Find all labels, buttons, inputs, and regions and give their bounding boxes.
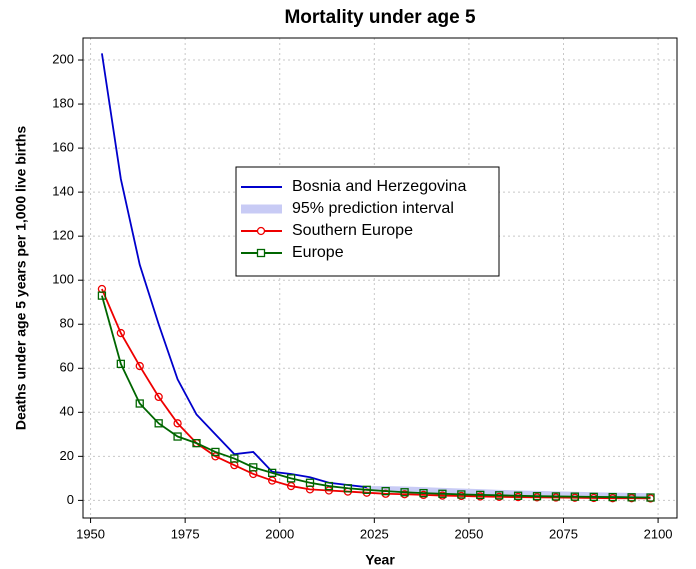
data-point [362,485,371,494]
data-point [192,438,201,448]
x-tick-label: 2000 [265,526,294,541]
data-point [230,454,239,463]
data-point [419,488,428,498]
x-tick-label: 1975 [171,526,200,541]
data-point [532,492,542,501]
y-tick-label: 100 [52,272,74,287]
legend-marker [256,226,266,236]
y-tick-label: 140 [52,184,74,199]
plot-frame [82,37,678,519]
y-axis-label: Deaths under age 5 years per 1,000 live … [13,126,29,430]
chart-title: Mortality under age 5 [284,7,476,28]
x-axis-label: Year [365,552,395,568]
y-tick-label: 120 [52,228,74,243]
data-point [608,492,617,502]
data-point [116,359,125,369]
legend-label: Bosnia and Herzegovina [292,178,466,195]
data-point [211,447,220,457]
y-tick-label: 160 [52,140,74,155]
data-point [646,493,655,502]
x-tick-label: 2025 [360,526,389,541]
data-point [324,481,334,491]
y-tick-label: 60 [60,360,74,375]
grid [83,38,677,518]
plot-area [97,53,655,503]
legend-label: Southern Europe [292,222,413,239]
data-point [381,486,390,496]
prediction-band [366,486,651,499]
y-tick-label: 80 [60,316,74,331]
data-point [116,328,125,338]
legend-marker [256,248,266,258]
x-tick-label: 1950 [76,526,105,541]
series-line [101,295,651,499]
data-point [400,488,409,497]
x-tick-label: 2100 [644,526,673,541]
data-point [154,392,163,402]
data-point [154,419,163,428]
data-point [476,490,485,500]
x-tick-label: 2050 [454,526,483,541]
legend-label: Europe [292,244,344,261]
legend-box [235,166,500,277]
data-point [173,432,182,441]
data-point [286,481,296,491]
data-point [268,468,277,478]
data-point [513,491,523,500]
data-point [305,478,315,487]
data-point [135,361,144,371]
y-tick-label: 40 [60,404,74,419]
data-point [589,492,598,502]
data-point [343,484,352,493]
data-point [268,476,277,485]
y-tick-label: 200 [52,51,74,66]
y-tick-label: 0 [67,492,74,507]
data-point [495,491,504,500]
series-line [101,288,651,500]
legend: Bosnia and Herzegovina 95% prediction int… [235,166,500,277]
data-point [570,492,579,501]
y-tick-label: 180 [52,95,74,110]
data-point [286,474,296,483]
data-point [173,419,182,428]
data-point [97,291,107,300]
data-point [249,463,258,472]
legend-label: 95% prediction interval [292,200,454,217]
x-tick-label: 2075 [549,526,578,541]
data-point [438,489,447,498]
data-point [627,493,636,502]
y-tick-label: 20 [60,448,74,463]
data-point [551,492,561,501]
data-point [457,490,466,499]
data-point [135,399,144,408]
